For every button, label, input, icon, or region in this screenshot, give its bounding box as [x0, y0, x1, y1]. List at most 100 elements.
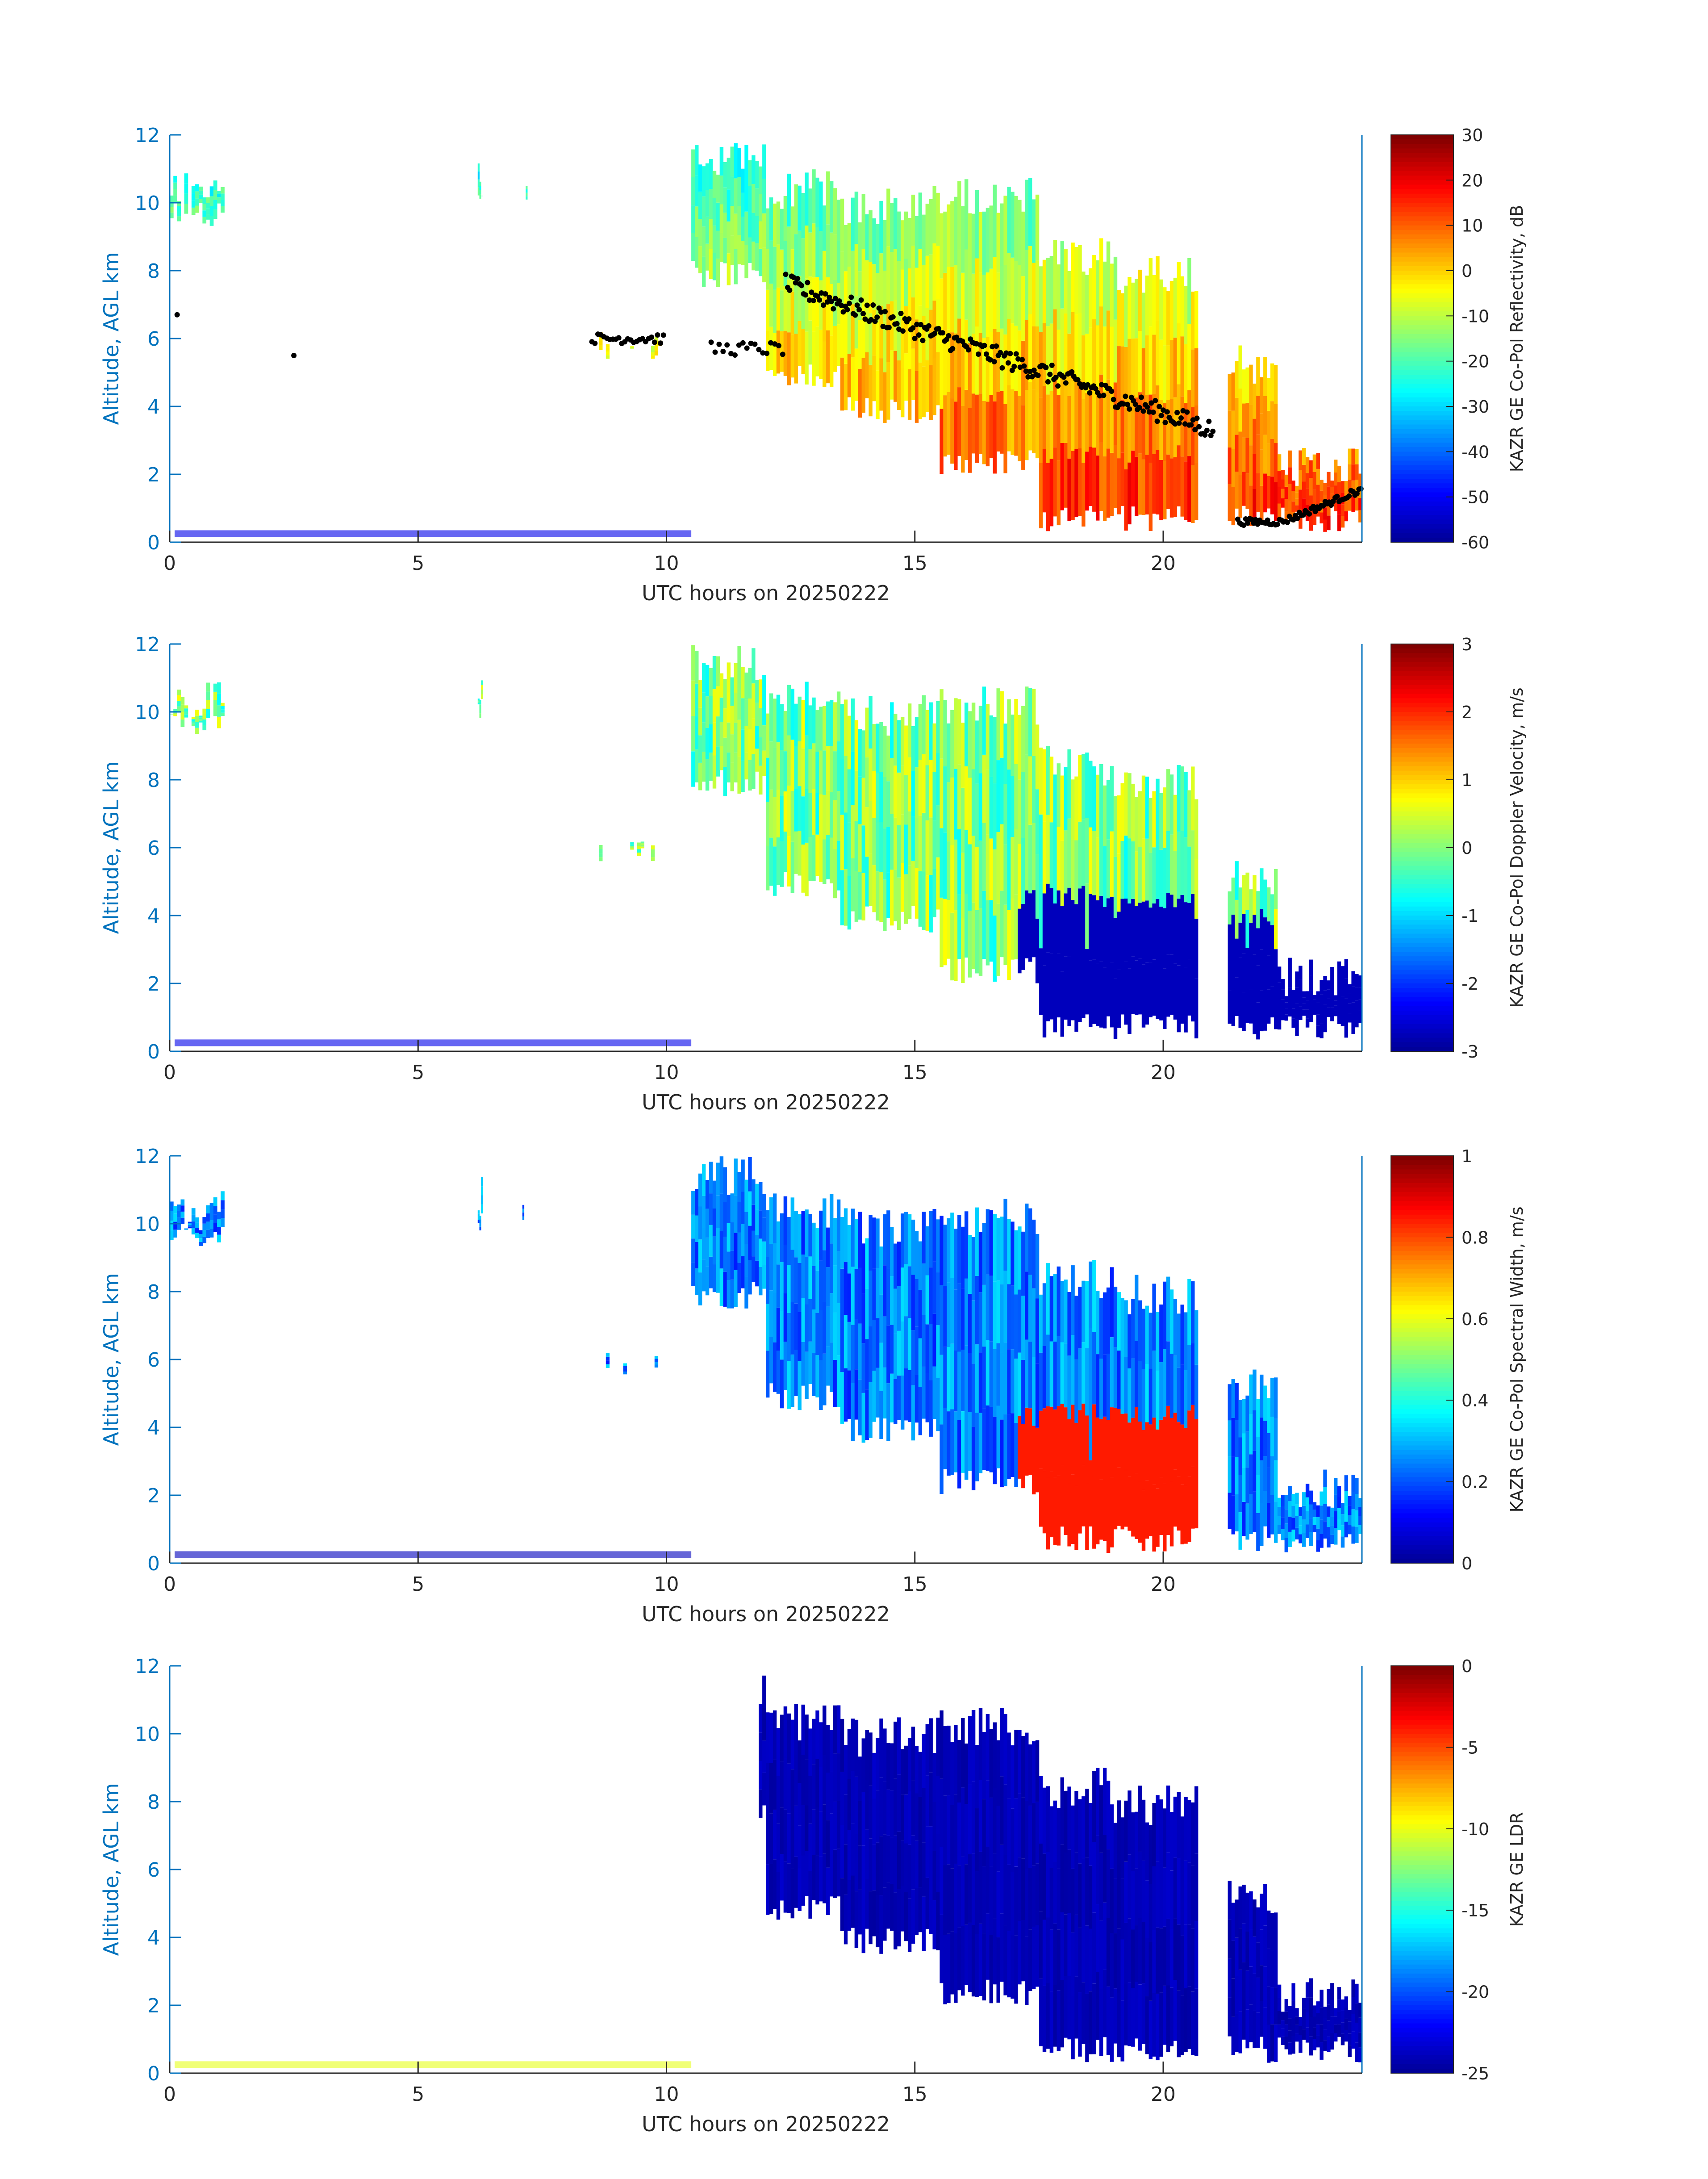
spectral_width-cell [1142, 1430, 1145, 1490]
doppler_velocity-cell [1096, 775, 1099, 838]
doppler_velocity-cell [982, 686, 986, 755]
reflectivity-cell [1232, 449, 1235, 487]
doppler_velocity-cell [933, 820, 936, 869]
ldr-cell [1281, 2028, 1285, 2037]
doppler_velocity-colorbar-strip [1391, 1038, 1453, 1043]
ldr-cell [1355, 2003, 1358, 2023]
ldr-cell [1235, 2014, 1239, 2052]
doppler_velocity-cell [748, 668, 752, 698]
doppler_velocity-cell [780, 795, 784, 841]
doppler_velocity-cell [734, 753, 738, 782]
spectral_width-cell [716, 1195, 720, 1228]
doppler_velocity-cell [1036, 919, 1039, 983]
doppler_velocity-cell [897, 825, 901, 877]
reflectivity-cell [1011, 323, 1014, 389]
spectral_width-cell [1099, 1298, 1103, 1359]
cloud-base-point [1045, 379, 1051, 385]
cloud-base-point [848, 295, 854, 300]
ldr-cell [1163, 1868, 1166, 1927]
ldr-cell [791, 1720, 794, 1769]
ldr-cell [968, 1923, 972, 1992]
reflectivity-cell [1194, 348, 1198, 406]
ldr-cell [1334, 2025, 1337, 2033]
doppler_velocity-colorbar-strip [1391, 983, 1453, 988]
reflectivity-cell [982, 275, 986, 338]
doppler_velocity-cell [1253, 915, 1256, 954]
spectral_width-cell [823, 1354, 826, 1405]
cloud-base-point [716, 342, 722, 347]
spectral_width-cell [1078, 1348, 1082, 1410]
spectral_width-cell [1184, 1486, 1187, 1544]
spectral_width-cell [830, 1293, 833, 1343]
doppler_velocity-cell [826, 835, 830, 879]
reflectivity-cell [986, 272, 990, 337]
spectral_width-cell [752, 1231, 755, 1257]
reflectivity-cell [720, 147, 723, 176]
ldr-cell [1337, 2012, 1341, 2024]
spectral_width-cell [713, 1264, 716, 1292]
reflectivity-cell [195, 206, 199, 213]
doppler_velocity-cell [695, 749, 698, 782]
doppler_velocity-cell [815, 752, 819, 793]
ldr-cell [869, 1891, 872, 1945]
reflectivity-cell [1309, 460, 1313, 478]
reflectivity-cell [199, 187, 203, 191]
doppler_velocity-cell [1232, 878, 1235, 915]
spectral_width-y-axis-label: Altitude, AGL km [99, 1273, 123, 1446]
reflectivity-cell [1000, 266, 1004, 329]
spectral_width-cell [802, 1211, 805, 1255]
spectral_width-cell [1355, 1527, 1358, 1543]
doppler_velocity-cell [858, 777, 862, 824]
reflectivity-cell [759, 194, 762, 221]
spectral_width-colorbar-strip [1391, 1287, 1453, 1292]
spectral_width-cell [1067, 1355, 1071, 1419]
reflectivity-cell [599, 346, 602, 350]
doppler_velocity-cell [1320, 1024, 1323, 1038]
reflectivity-cell [947, 267, 950, 330]
reflectivity-cell [1064, 314, 1068, 378]
spectral_width-cell [1278, 1525, 1281, 1534]
doppler_velocity-cell [784, 791, 787, 832]
doppler_velocity-cell [1355, 1014, 1358, 1028]
spectral_width-cell [706, 1180, 709, 1209]
doppler_velocity-cell [773, 846, 777, 895]
reflectivity-cell [897, 261, 901, 311]
reflectivity-cell [1345, 511, 1348, 522]
doppler_velocity-cell [769, 741, 773, 790]
spectral_width-x-tick-label: 15 [902, 1573, 927, 1596]
ldr-cell [812, 1719, 815, 1765]
spectral_width-cell [798, 1263, 802, 1312]
doppler_velocity-cell [1159, 907, 1163, 963]
doppler_velocity-cell [943, 766, 947, 833]
doppler_velocity-cell [815, 710, 819, 752]
doppler_velocity-cell [1235, 900, 1239, 939]
spectral_width-cell [481, 1196, 483, 1205]
ldr-cell [876, 1790, 879, 1843]
doppler_velocity-cell [748, 698, 752, 729]
doppler_velocity-cell [1194, 859, 1198, 919]
spectral_width-cell [794, 1211, 798, 1258]
doppler_velocity-cell [480, 709, 481, 713]
ldr-cell [1181, 1816, 1184, 1876]
ldr-colorbar-strip [1391, 1829, 1453, 1834]
ldr-cell [886, 1790, 890, 1836]
reflectivity-cell [748, 186, 752, 212]
doppler_velocity-cell [894, 765, 897, 817]
ldr-cell [791, 1819, 794, 1869]
spectral_width-colorbar-strip [1391, 1359, 1453, 1364]
spectral_width-cell [1145, 1481, 1149, 1539]
spectral_width-cell [1131, 1477, 1135, 1537]
ldr-cell [844, 1895, 848, 1945]
spectral_width-cell [1071, 1474, 1074, 1544]
doppler_velocity-cell [957, 764, 961, 829]
spectral_width-cell [897, 1242, 901, 1286]
ldr-cell [1053, 1924, 1057, 1985]
doppler_velocity-cell [986, 835, 990, 900]
doppler_velocity-cell [1110, 897, 1114, 962]
reflectivity-cell [698, 219, 702, 246]
ldr-x-axis-label: UTC hours on 20250222 [642, 2112, 890, 2136]
ldr-colorbar-strip [1391, 1888, 1453, 1893]
doppler_velocity-cell [1074, 968, 1078, 1032]
ldr-cell [1181, 1876, 1184, 1936]
doppler_velocity-cell [805, 736, 808, 789]
